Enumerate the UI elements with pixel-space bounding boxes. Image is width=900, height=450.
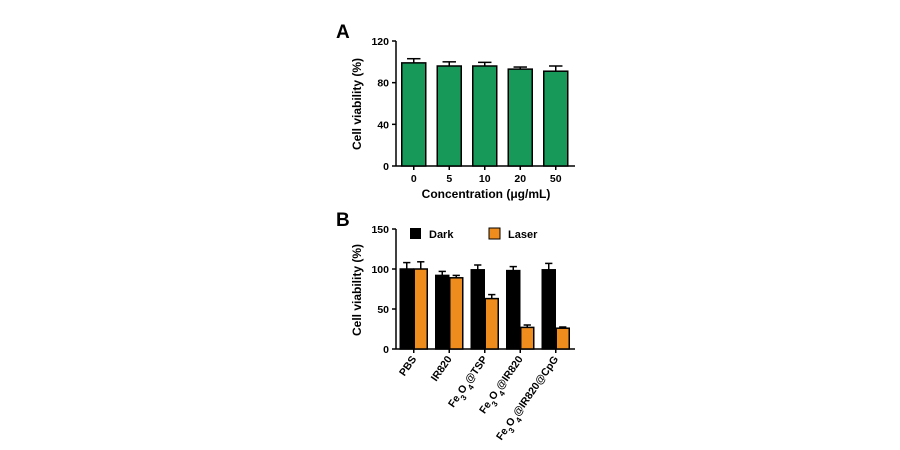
panel-a: A Cell viability (%) Concentration (μg/m… (336, 22, 575, 201)
bar (399, 268, 414, 350)
panel-a-ylabel: Cell viability (%) (350, 58, 364, 150)
bar (435, 274, 450, 350)
y-tick-label: 50 (377, 304, 389, 316)
panel-b-legend: Dark Laser (410, 227, 538, 241)
bar (436, 65, 462, 167)
bar (543, 70, 569, 167)
bar (506, 269, 521, 350)
bar (472, 65, 498, 167)
y-tick-label: 40 (377, 119, 389, 131)
panel-b: B Cell viability (%) Dark Laser 0 50 100 15… (336, 210, 575, 445)
legend-label-laser: Laser (508, 229, 538, 241)
bar (541, 269, 556, 350)
x-tick-label: 0 (411, 173, 417, 185)
x-tick-label: 5 (446, 173, 452, 185)
legend-swatch-dark (410, 228, 421, 239)
x-tick-label: Fe3O4@IR820@CpG (494, 354, 564, 445)
panel-b-ylabel: Cell viability (%) (350, 244, 364, 336)
legend-swatch-laser (488, 227, 501, 240)
y-tick-label: 80 (377, 78, 389, 90)
y-tick-label: 150 (371, 224, 389, 236)
y-tick-label: 0 (383, 161, 389, 173)
y-tick-label: 120 (371, 36, 389, 48)
panel-a-plot: 0 40 80 120 0 5 10 20 50 (371, 36, 575, 185)
panel-b-letter: B (336, 210, 350, 231)
y-tick-label: 100 (371, 264, 389, 276)
legend-label-dark: Dark (429, 229, 454, 241)
bar (555, 327, 570, 350)
panel-a-xlabel: Concentration (μg/mL) (422, 187, 551, 201)
y-tick-label: 0 (383, 344, 389, 356)
bar (470, 269, 485, 350)
bar (520, 326, 535, 350)
bar (413, 268, 428, 350)
x-tick-label: 10 (479, 173, 491, 185)
x-tick-label: 50 (550, 173, 562, 185)
bar (449, 277, 464, 350)
x-tick-label: IR820 (429, 354, 455, 384)
bar (401, 62, 427, 167)
x-tick-label: PBS (397, 354, 419, 379)
bar (484, 297, 499, 350)
bar (507, 68, 533, 167)
x-tick-label: 20 (514, 173, 526, 185)
panel-a-letter: A (336, 22, 350, 43)
